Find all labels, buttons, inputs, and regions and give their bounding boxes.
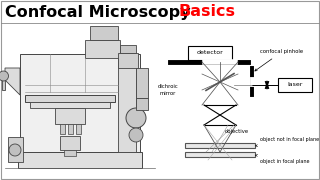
Bar: [136, 68, 148, 98]
Bar: [185, 152, 255, 157]
Text: Basics: Basics: [178, 4, 235, 19]
Bar: [68, 124, 73, 134]
Polygon shape: [2, 72, 5, 90]
Bar: [25, 95, 115, 102]
Bar: [64, 150, 76, 156]
Bar: [118, 53, 138, 68]
Bar: [85, 40, 120, 58]
Text: Confocal Microscopy: Confocal Microscopy: [5, 4, 196, 19]
Text: object in focal plane: object in focal plane: [256, 155, 309, 163]
Text: dichroic
mirror: dichroic mirror: [158, 84, 178, 96]
Bar: [90, 26, 118, 40]
Bar: [60, 136, 80, 150]
Bar: [118, 57, 136, 152]
Circle shape: [9, 144, 21, 156]
Text: objective: objective: [225, 129, 249, 134]
Bar: [185, 143, 255, 148]
Bar: [188, 46, 232, 60]
Bar: [278, 78, 312, 92]
Bar: [30, 102, 110, 108]
Bar: [18, 152, 142, 168]
Text: confocal pinhole: confocal pinhole: [255, 50, 303, 71]
Text: object not in focal plane: object not in focal plane: [256, 138, 319, 147]
Bar: [76, 124, 81, 134]
Polygon shape: [5, 68, 20, 95]
Text: laser: laser: [287, 82, 303, 87]
Bar: [60, 124, 65, 134]
Bar: [20, 54, 140, 162]
Bar: [55, 108, 85, 124]
Bar: [8, 137, 23, 162]
Text: detector: detector: [196, 51, 223, 55]
Bar: [136, 98, 148, 110]
Bar: [120, 45, 136, 53]
Circle shape: [0, 71, 9, 81]
Circle shape: [129, 128, 143, 142]
Circle shape: [126, 108, 146, 128]
